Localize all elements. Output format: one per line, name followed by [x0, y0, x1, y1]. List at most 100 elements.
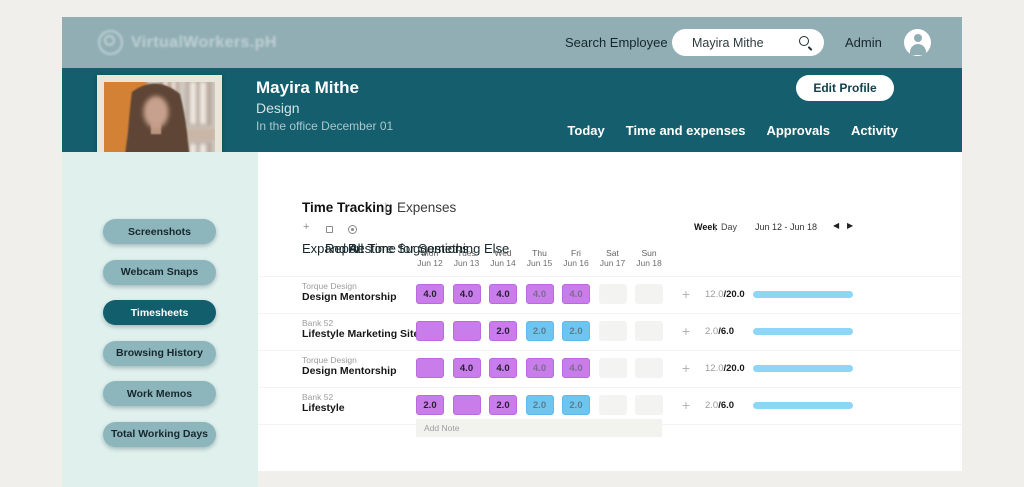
time-cell[interactable]: 4.0 [489, 284, 517, 304]
app-logo-text: VirtualWorkers.pH [131, 33, 277, 51]
task-name: Lifestyle Marketing Site [302, 328, 420, 340]
time-cell[interactable] [598, 358, 627, 378]
tab-divider: | [384, 200, 388, 215]
day-column-header: Wed Jun 14 [484, 248, 522, 268]
nav-tab-activity[interactable]: Activity [851, 123, 898, 138]
timesheet-row: Torque Design Design Mentorship 4.0 4.0 4.… [258, 351, 962, 388]
nav-tab-approvals[interactable]: Approvals [766, 123, 831, 138]
hours-logged: 12.0 [705, 289, 724, 300]
time-cell[interactable] [598, 395, 627, 415]
task-name: Design Mentorship [302, 291, 397, 303]
add-note-input[interactable] [416, 419, 662, 437]
tab-expenses[interactable]: Expenses [397, 200, 457, 215]
time-cell[interactable]: 4.0 [416, 284, 444, 304]
day-cells: 2.0 2.0 2.0 [258, 314, 962, 350]
next-week-icon[interactable]: ▶ [847, 221, 854, 230]
time-cell[interactable]: 2.0 [416, 395, 444, 415]
time-cell[interactable]: 2.0 [525, 395, 554, 415]
time-cell[interactable] [452, 321, 481, 341]
tab-time-tracking[interactable]: Time Tracking [302, 200, 393, 215]
add-time-icon[interactable]: + [681, 323, 691, 339]
time-cell[interactable] [635, 395, 663, 415]
time-cell[interactable]: 4.0 [489, 358, 517, 378]
day-name: Thu [532, 248, 547, 258]
day-date: Jun 15 [526, 257, 553, 268]
hours-logged: 12.0 [705, 363, 724, 374]
time-cell[interactable]: 4.0 [525, 284, 554, 304]
restore-icon [348, 224, 357, 234]
sidebar-item-work-memos[interactable]: Work Memos [103, 381, 216, 406]
hours-planned: /20.0 [723, 363, 745, 374]
report-icon [325, 225, 334, 234]
time-cell[interactable] [598, 284, 627, 304]
employee-role: Design [256, 100, 300, 116]
toolbar-expand-all[interactable]: Expand All [302, 222, 363, 256]
hours-logged: 2.0 [705, 326, 719, 337]
prev-week-icon[interactable]: ◀ [833, 221, 840, 230]
timesheet-toolbar: Expand All Report Time for Something Els… [302, 222, 509, 256]
timesheet-row: Torque Design Design Mentorship 4.0 4.0 4.… [258, 277, 962, 314]
add-time-icon[interactable]: + [681, 397, 691, 413]
time-cell[interactable]: 2.0 [489, 321, 517, 341]
hours-planned: /20.0 [723, 289, 745, 300]
view-toggle-day[interactable]: Day [721, 222, 738, 232]
sidebar-item-timesheets[interactable]: Timesheets [103, 300, 216, 325]
day-date: Jun 16 [563, 257, 589, 268]
day-column-header: Thu Jun 15 [521, 248, 559, 268]
progress-bar [753, 291, 853, 298]
edit-profile-button[interactable]: Edit Profile [796, 75, 894, 101]
time-cell[interactable]: 4.0 [562, 358, 590, 378]
toolbar-report-time-for-something-else[interactable]: Report Time for Something Else [325, 225, 509, 256]
time-cell[interactable] [635, 321, 663, 341]
time-cell[interactable] [416, 321, 444, 341]
day-name: Wed [494, 248, 512, 258]
project-name: Torque Design [302, 355, 357, 365]
time-cell[interactable]: 2.0 [525, 321, 554, 341]
progress-bar [753, 402, 853, 409]
day-date: Jun 17 [599, 257, 626, 268]
employee-status: In the office December 01 [256, 119, 394, 133]
time-cell[interactable]: 2.0 [489, 395, 517, 415]
search-employee-label: Search Employee [565, 35, 668, 50]
hours-planned: /6.0 [718, 326, 735, 337]
nav-tab-today[interactable]: Today [567, 123, 605, 138]
day-column-headers: Mon Jun 12 Tues Jun 13 Wed Jun 14 Thu Ju… [258, 248, 962, 273]
toolbar-item-label: Expand All [302, 241, 364, 256]
time-cell[interactable] [452, 395, 481, 415]
search-icon[interactable] [799, 35, 813, 50]
view-toggle-week[interactable]: Week [694, 222, 718, 232]
sidebar-item-total-working-days[interactable]: Total Working Days [103, 421, 216, 447]
sidebar-item-browsing-history[interactable]: Browsing History [103, 340, 216, 366]
project-name: Torque Design [302, 281, 357, 291]
sidebar-item-screenshots[interactable]: Screenshots [103, 219, 216, 244]
time-cell[interactable] [598, 321, 627, 341]
toolbar-item-label: Restore Suggestions [348, 241, 469, 256]
time-cell[interactable]: 4.0 [452, 284, 481, 304]
toolbar-restore-suggestions[interactable]: Restore Suggestions [348, 224, 469, 256]
project-name: Bank 52 [302, 318, 334, 328]
time-cell[interactable]: 4.0 [525, 358, 554, 378]
admin-label: Admin [845, 35, 882, 50]
time-cell[interactable] [635, 284, 663, 304]
time-cell[interactable]: 2.0 [562, 395, 590, 415]
user-avatar[interactable] [904, 29, 931, 56]
employee-search[interactable] [672, 29, 824, 56]
row-total: 2.0/6.0 [705, 400, 734, 411]
day-column-header: Sun Jun 18 [630, 248, 668, 268]
time-cell[interactable]: 2.0 [562, 321, 590, 341]
time-cell[interactable] [416, 358, 444, 378]
search-input[interactable] [690, 34, 799, 51]
day-column-header: Mon Jun 12 [411, 248, 449, 268]
day-column-header: Sat Jun 17 [594, 248, 632, 268]
day-column-header: Tues Jun 13 [448, 248, 486, 268]
toolbar-item-label: Report Time for Something Else [325, 241, 510, 256]
time-cell[interactable] [635, 358, 663, 378]
date-range: Jun 12 - Jun 18 [755, 222, 818, 232]
timesheet-panel: Time Tracking | Expenses Expand All Repo… [258, 152, 962, 471]
time-cell[interactable]: 4.0 [452, 358, 481, 378]
time-cell[interactable]: 4.0 [562, 284, 590, 304]
add-time-icon[interactable]: + [681, 286, 691, 302]
nav-tab-time-and-expenses[interactable]: Time and expenses [625, 123, 746, 138]
add-time-icon[interactable]: + [681, 360, 691, 376]
sidebar-item-webcam-snaps[interactable]: Webcam Snaps [103, 259, 216, 285]
